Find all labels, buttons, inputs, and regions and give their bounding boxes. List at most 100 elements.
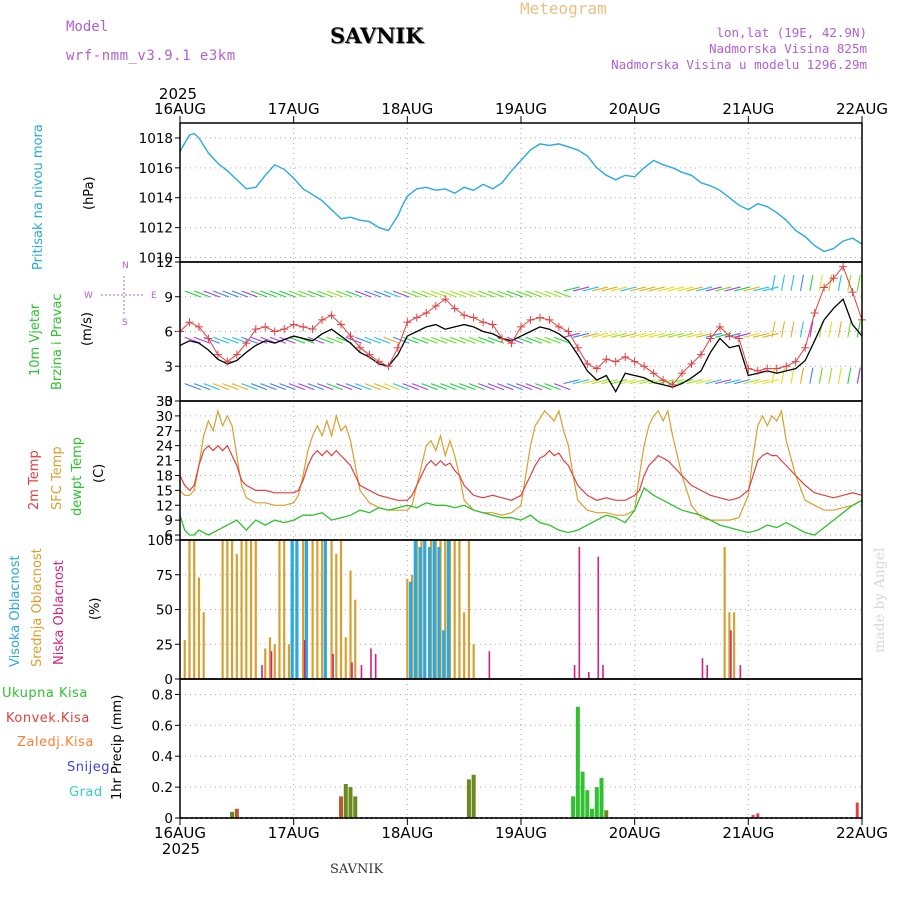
precip-total-bar <box>604 810 609 818</box>
wind-barb <box>752 379 770 385</box>
wind-barb <box>231 336 249 344</box>
wind-barb <box>317 383 334 391</box>
y-tick-label: 1010 <box>139 251 173 267</box>
precip-total-bar <box>575 706 580 818</box>
wind-barb <box>743 332 760 338</box>
meteogram-title: Meteogram <box>520 0 607 18</box>
wind-barb <box>373 290 391 298</box>
wind-barb <box>629 286 647 292</box>
gust-marker <box>498 334 507 343</box>
gust-marker <box>204 334 213 343</box>
wind-barb <box>743 379 760 385</box>
y-tick-label: 25 <box>156 637 173 653</box>
wind-barb <box>648 332 666 338</box>
y-tick-label: 6 <box>164 528 173 544</box>
wind-barb <box>762 332 779 338</box>
cloud-low-bar <box>739 665 742 679</box>
compass-e: E <box>151 291 157 301</box>
cloud-mid-bar <box>311 540 314 679</box>
wind-barb <box>194 336 211 344</box>
wind-barb <box>572 286 590 292</box>
gust-marker <box>744 364 753 373</box>
wind-barb <box>553 290 571 298</box>
wind-speed-line <box>179 297 863 394</box>
wind-barb <box>269 383 287 391</box>
wind-barb <box>250 336 268 344</box>
y-tick-label: 0.8 <box>152 687 173 703</box>
cloud-high-bar <box>323 540 327 679</box>
wind-barb <box>269 336 287 344</box>
gust-marker <box>573 343 582 352</box>
wind-barb <box>516 383 533 391</box>
wind-barb <box>194 383 211 391</box>
gust-marker <box>318 315 327 324</box>
precip-total-bar <box>234 808 239 818</box>
wind-barb <box>411 290 429 298</box>
wind-barb <box>667 379 684 385</box>
cloud-mid-bar <box>723 546 726 679</box>
wind-barb <box>610 332 628 338</box>
gust-marker <box>678 369 687 378</box>
cloud-mid-bar <box>728 612 731 679</box>
temp2m-line <box>179 444 863 501</box>
wind-barb <box>231 290 249 298</box>
wind-barb <box>373 336 391 344</box>
wind-barb <box>250 290 268 298</box>
gust-marker <box>649 369 658 378</box>
y-tick-label: 15 <box>156 483 173 499</box>
wind-barb <box>809 367 814 384</box>
wind-barb <box>525 336 542 344</box>
gust-marker <box>213 350 222 359</box>
gust-marker <box>829 274 838 283</box>
gust-marker <box>441 295 450 304</box>
precip-conv-label: Konvek.Kisa <box>6 711 90 726</box>
y-tick-label: 0.2 <box>152 780 173 796</box>
wind-barb <box>715 379 732 385</box>
y-tick-label: 1018 <box>139 131 173 147</box>
cloud-high-bar <box>304 540 308 679</box>
cloud-high-bar <box>437 546 441 679</box>
cloud-low-bar <box>706 665 709 679</box>
wind-barb <box>790 321 795 338</box>
wind-barb <box>724 286 741 292</box>
y-tick-label: 3 <box>164 359 173 375</box>
gust-marker <box>365 350 374 359</box>
wind-barb <box>430 383 448 391</box>
elevation-label: Nadmorska Visina 825m <box>708 41 867 56</box>
station-title: SAVNIK <box>330 23 424 48</box>
precip-total-bar <box>585 790 590 818</box>
model-label: Model <box>66 19 109 35</box>
wind-barb <box>326 383 344 391</box>
precip-total-bar <box>580 771 585 818</box>
cloud-low-bar <box>332 653 334 679</box>
gust-marker <box>242 339 251 348</box>
wind-barb <box>696 332 713 338</box>
cloud-mid-bar <box>183 640 186 679</box>
wind-barb <box>752 286 770 292</box>
y-tick-label: 18 <box>156 468 173 484</box>
wind-barb <box>799 274 804 292</box>
wind-barb <box>241 383 258 391</box>
y-tick-label: 24 <box>156 439 173 455</box>
wind-barb <box>591 379 609 385</box>
wind-barb <box>392 290 410 298</box>
x-tick-label-bottom: 19AUG <box>495 824 547 842</box>
wind-barb <box>733 332 751 338</box>
wind-barb <box>639 286 656 292</box>
cloud-low-bar <box>597 556 600 679</box>
wind-barb <box>402 383 419 391</box>
wind-barb <box>799 321 804 338</box>
cloud-high-bar <box>290 540 294 679</box>
compass-w: W <box>84 291 93 301</box>
wind-barb <box>279 383 296 391</box>
wind-barb <box>440 336 457 344</box>
gust-marker <box>507 339 516 348</box>
wind-barb <box>582 379 599 385</box>
gust-marker <box>734 334 743 343</box>
cloud-mid-bar <box>320 540 324 679</box>
wind-barb <box>591 332 609 338</box>
wind-barb <box>184 290 201 298</box>
gust-marker <box>469 313 478 322</box>
wind-barb <box>212 336 230 344</box>
